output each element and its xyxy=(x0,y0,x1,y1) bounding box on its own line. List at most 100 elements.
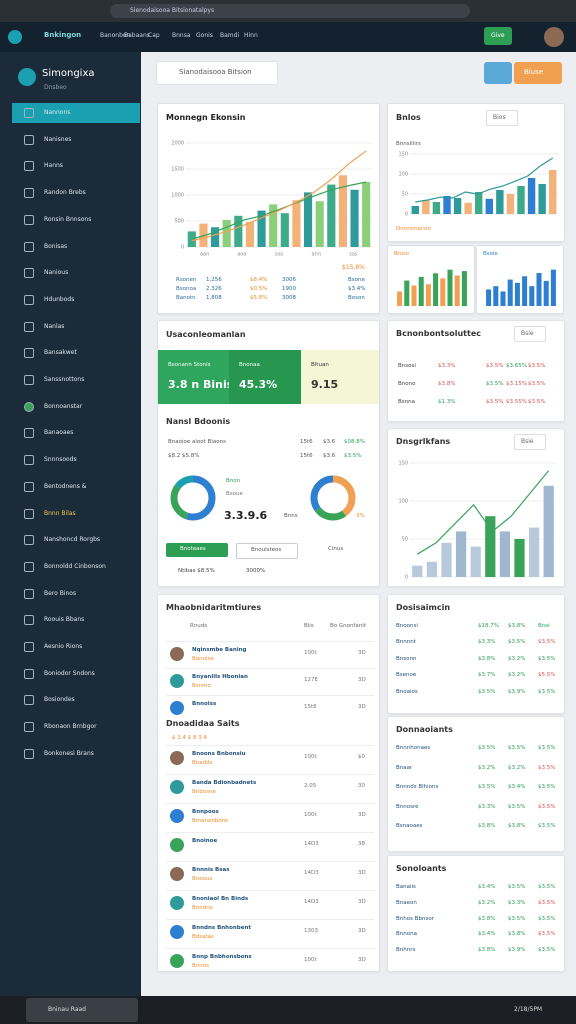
sidebar-item[interactable]: Nanious xyxy=(12,263,140,283)
sidebar-title: Simongixa xyxy=(42,68,95,79)
app-header: Bnkingon Banonbon Babaans Cap Bnnsa Gonis Bamd… xyxy=(0,22,576,52)
sidebar-item[interactable]: Nannons xyxy=(12,103,140,123)
sidebar: Simongixa Dnsbeo Nannons Nanisnes Hanns Rando… xyxy=(0,52,141,996)
select[interactable]: Bnoulsteos xyxy=(236,543,298,559)
avatar[interactable] xyxy=(544,27,564,47)
row-cell: 3D xyxy=(358,812,366,818)
table-cell: $3.5% xyxy=(538,745,556,751)
tab[interactable]: Bsie xyxy=(514,326,546,342)
orange-button[interactable]: Bluse xyxy=(514,62,562,84)
sidebar-item[interactable]: Snnnsoods xyxy=(12,450,140,470)
sidebar-item[interactable]: Bosiondes xyxy=(12,690,140,710)
bar xyxy=(485,198,493,214)
search-bar[interactable]: Sianodaisooa Bitsion xyxy=(156,61,278,85)
table-cell: $3.2% xyxy=(478,764,496,771)
table-cell: $3.5% xyxy=(478,745,496,751)
sidebar-item[interactable]: Sanssnottons xyxy=(12,370,140,390)
taskbar-search[interactable]: Bninau Raad xyxy=(26,998,138,1022)
give-button[interactable]: Give xyxy=(484,27,512,45)
row-cell: 127E xyxy=(304,677,318,683)
sidebar-icon xyxy=(24,561,34,572)
back-button[interactable] xyxy=(8,30,22,44)
table-cell: $3.3% xyxy=(478,639,496,646)
row-cell: 14D3 xyxy=(304,899,319,905)
bar xyxy=(315,201,324,247)
sidebar-subtitle: Dnsbeo xyxy=(44,84,67,91)
row-cell: 3D xyxy=(358,928,366,934)
filter-button[interactable] xyxy=(484,62,512,84)
avatar xyxy=(170,647,184,661)
row-cell: 38 xyxy=(358,841,365,847)
mini-card: Bsoie xyxy=(476,245,564,314)
sidebar-item[interactable]: Boniodor Sndons xyxy=(12,664,140,684)
avatar xyxy=(170,701,184,715)
select[interactable]: Cinus xyxy=(308,543,364,557)
row-cell: Bnnos xyxy=(192,963,209,969)
col-header: Bo Gnonfanit xyxy=(330,623,366,629)
sidebar-item[interactable]: Bnnn Bilas xyxy=(12,504,140,524)
sidebar-item[interactable]: Hanns xyxy=(12,156,140,176)
sidebar-item[interactable]: Bentodnens & xyxy=(12,477,140,497)
sidebar-item[interactable]: Bansakwet xyxy=(12,343,140,363)
sidebar-item[interactable]: Roouis Bbans xyxy=(12,610,140,630)
table-cell: $3.5% xyxy=(538,947,556,954)
bar xyxy=(528,527,540,577)
sidebar-item[interactable]: Hdunbods xyxy=(12,290,140,310)
table-cell: Bnnona xyxy=(396,931,417,938)
table-cell: $3.8% xyxy=(478,823,496,830)
primary-button[interactable]: Bnoteaes xyxy=(166,543,228,557)
sidebar-label: Bero Binos xyxy=(44,589,77,597)
x-tick-label: sos xyxy=(275,252,284,258)
legend-cell: 1,256 xyxy=(206,277,222,283)
row-cell: Bmanonbons xyxy=(192,818,229,824)
sidebar-item[interactable]: Bonnoanstar xyxy=(12,397,140,417)
sidebar-icon xyxy=(24,375,34,385)
sidebar-item[interactable]: Bonnoldd Cinbonson xyxy=(12,557,140,577)
bar xyxy=(441,542,452,577)
sidebar-icon xyxy=(24,722,34,733)
avatar xyxy=(170,896,184,910)
table-cell: Bnoaios xyxy=(396,688,418,695)
sidebar-item[interactable]: Bonisas xyxy=(12,237,140,257)
table-cell: $5.5% xyxy=(538,672,556,679)
sidebar-label: Sanssnottons xyxy=(44,376,85,383)
chart: 0 50 100 150 xyxy=(398,152,558,218)
y-tick-label: 1500 xyxy=(171,167,184,173)
line-series xyxy=(191,181,367,240)
table-cell: $3.2% xyxy=(508,764,526,771)
sidebar-item[interactable]: Bonkonesi Brans xyxy=(12,744,140,764)
row-cell: Bnndns Bnhonbent xyxy=(192,925,251,931)
bar xyxy=(475,192,483,214)
table-cell: $3.3% xyxy=(478,803,496,810)
subtitle: Dnoadidaa Saits xyxy=(166,719,240,728)
address-bar[interactable] xyxy=(110,4,470,18)
sidebar-item[interactable]: Nanisnes xyxy=(12,130,140,150)
sidebar-item[interactable]: Bero Binos xyxy=(12,584,140,604)
sidebar-item[interactable]: Banaoaes xyxy=(12,423,140,443)
row-cell: $08.8% xyxy=(344,439,365,445)
sidebar-item[interactable]: Nanlas xyxy=(12,317,140,337)
sidebar-label: Bonnoanstar xyxy=(44,402,83,410)
tile-value: 3.8 n Binis xyxy=(168,378,234,391)
table-cell: $3.4% xyxy=(478,931,496,938)
row-value: $3.3% xyxy=(438,363,456,369)
table-cell: $3.5% xyxy=(538,764,556,771)
sidebar-item[interactable]: Nanshoncd Rorgbs xyxy=(12,530,140,550)
clock: 2/18/5PM xyxy=(514,1006,543,1013)
sidebar-item[interactable]: Randon Brebs xyxy=(12,183,140,203)
sidebar-label: Snnnsoods xyxy=(44,456,77,464)
sidebar-icon xyxy=(24,188,34,199)
bar xyxy=(245,222,255,247)
tab[interactable]: Bsie xyxy=(514,434,546,450)
y-tick-label: 2000 xyxy=(171,141,184,147)
row-cell: 14D3 xyxy=(304,841,319,847)
sidebar-item[interactable]: Aesnio Rions xyxy=(12,637,140,657)
top-card: Bcnonbontsoluttec Bsie Bnsosi $3.3% $3.5% $3.… xyxy=(387,320,565,422)
sidebar-item[interactable]: Ronsin Bnnsons xyxy=(12,210,140,230)
tab[interactable]: Bios xyxy=(486,110,518,126)
donut-label: Bnon xyxy=(226,478,241,484)
sidebar-item[interactable]: Rbonaon Brnbgor xyxy=(12,717,140,737)
bar xyxy=(464,202,472,214)
row-divider xyxy=(166,832,374,833)
table-cell: Bnaar xyxy=(396,764,413,771)
